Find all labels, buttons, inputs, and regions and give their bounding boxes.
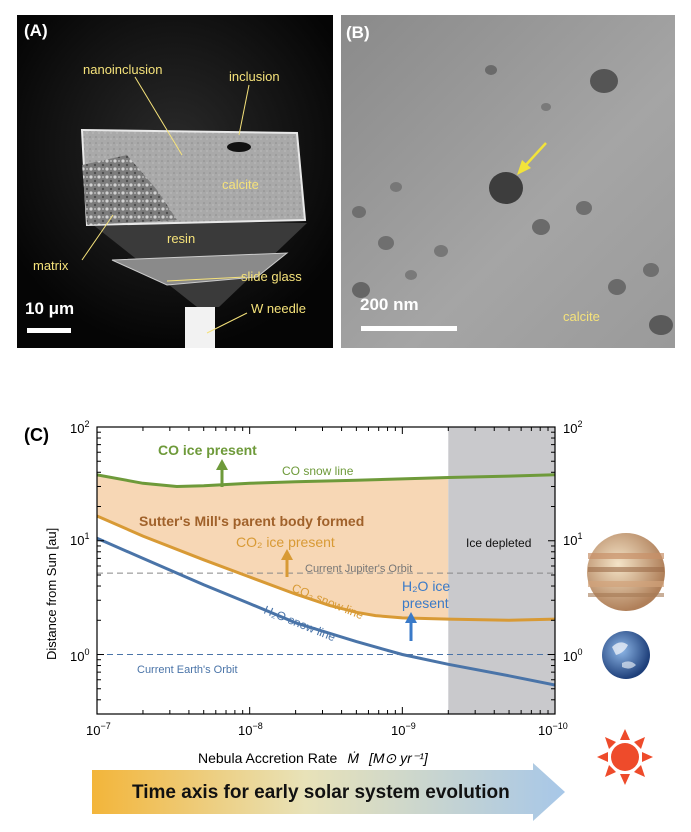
label-nanoinclusion: nanoinclusion	[83, 62, 163, 77]
panel-a-micrograph	[17, 15, 333, 348]
scale-bar-label-a: 10 μm	[25, 299, 75, 318]
label-inclusion: inclusion	[229, 69, 280, 84]
earth-orbit-label: Current Earth's Orbit	[137, 664, 238, 676]
label-w-needle: W needle	[251, 301, 306, 316]
jupiter-orbit-label: Current Jupiter's Orbit	[305, 563, 412, 575]
ice-present-fill	[97, 474, 449, 620]
panel-c-chart: (C) 102 101 100 102 101 100 10−7 10−8 10…	[0, 415, 691, 827]
co-up-arrow-head	[216, 459, 228, 470]
h2o-snow-line-label: H₂O snow line	[262, 603, 338, 645]
co-snow-line	[97, 473, 555, 489]
parent-body-label: Sutter's Mill's parent body formed	[139, 513, 364, 529]
earth-image	[602, 631, 650, 679]
arrow-head	[517, 160, 531, 175]
time-axis-label: Time axis for early solar system evoluti…	[132, 782, 510, 803]
jupiter-image	[587, 533, 665, 611]
panel-c-label: (C)	[24, 425, 49, 445]
ice-depleted-region	[448, 427, 555, 714]
co2-snow-line	[97, 514, 555, 622]
label-matrix: matrix	[33, 258, 69, 273]
time-axis-arrow	[92, 763, 565, 821]
panel-b-micrograph	[341, 15, 675, 348]
y-axis-label: Distance from Sun [au]	[44, 528, 59, 660]
x-tick-label-1e-9: 10−9	[391, 721, 416, 738]
y-tick-label-right-100: 102	[563, 419, 582, 436]
panel-a-sem-image: (A) nanoinclusion inclusion calcite resi…	[17, 15, 333, 348]
axis-ticks	[96, 426, 556, 715]
arrow-line	[523, 142, 547, 168]
panel-b-label: (B)	[346, 23, 370, 42]
y-tick-label-10: 101	[70, 531, 89, 548]
co-snow-line-label: CO snow line	[282, 464, 354, 478]
y-tick-label-right-10: 101	[563, 531, 582, 548]
h2o-snow-line	[97, 536, 555, 687]
x-axis-label: Nebula Accretion Rate Ṁ [M⊙ yr⁻¹]	[198, 750, 429, 766]
x-tick-label-1e-7: 10−7	[86, 721, 111, 738]
co2-ice-present-label: CO₂ ice present	[236, 534, 335, 550]
panel-a-label: (A)	[24, 21, 48, 40]
co-ice-present-label: CO ice present	[158, 442, 257, 458]
panel-b-tem-image: (B) 200 nm calcite	[341, 15, 675, 348]
y-tick-label-1: 100	[70, 647, 89, 664]
plot-frame	[96, 426, 556, 715]
y-tick-label-right-1: 100	[563, 647, 582, 664]
plot-area	[97, 427, 555, 714]
h2o-ice-present-label-1: H₂O ice	[402, 578, 450, 594]
x-tick-label-1e-8: 10−8	[238, 721, 263, 738]
label-resin: resin	[167, 231, 196, 246]
co2-up-arrow-head	[281, 549, 293, 560]
ice-depleted-label: Ice depleted	[466, 536, 531, 550]
scale-bar-label-b: 200 nm	[360, 295, 419, 314]
h2o-ice-present-label-2: present	[402, 595, 449, 611]
label-calcite: calcite	[222, 177, 259, 192]
label-slide-glass: slide glass	[241, 269, 302, 284]
y-tick-label-100: 102	[70, 419, 89, 436]
h2o-up-arrow-head	[405, 612, 417, 623]
sun-icon	[597, 729, 653, 785]
label-calcite-b: calcite	[563, 309, 600, 324]
snow-line-chart: (C) 102 101 100 102 101 100 10−7 10−8 10…	[24, 419, 665, 821]
x-tick-label-1e-10: 10−10	[538, 721, 568, 738]
